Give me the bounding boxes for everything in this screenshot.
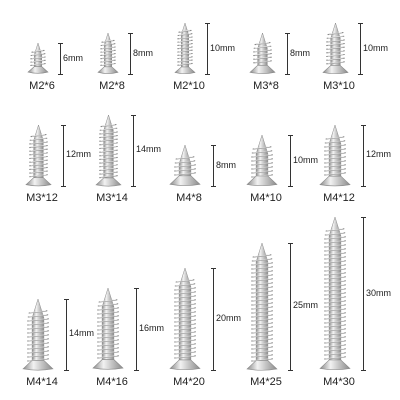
screw-image-m3x12: [24, 123, 52, 187]
dimension-tick: [134, 288, 139, 290]
dimension-line: [213, 268, 214, 370]
length-label: 14mm: [69, 328, 95, 339]
length-label: 6mm: [63, 52, 83, 63]
dimension-tick: [205, 23, 210, 24]
dimension-tick: [288, 186, 293, 187]
dimension-tick: [358, 74, 363, 75]
screw-image-m4x10: [246, 134, 278, 187]
dimension-tick: [361, 217, 366, 218]
screw-image-m2x10: [174, 22, 196, 75]
length-label: 20mm: [216, 313, 242, 323]
size-label: M3*10: [323, 80, 355, 92]
size-label: M4*16: [96, 376, 128, 388]
dimension-tick: [58, 43, 63, 45]
length-label: 30mm: [366, 287, 392, 298]
screw-image-m4x25: [246, 241, 278, 371]
dimension-tick: [128, 74, 133, 75]
dimension-tick: [131, 114, 136, 116]
length-label: 10mm: [293, 154, 319, 165]
screw-image-m2x6: [27, 42, 49, 75]
dimension-tick: [64, 298, 69, 300]
dimension-tick: [58, 74, 63, 75]
dimension-line: [207, 23, 208, 74]
screw-image-m4x20: [169, 267, 201, 371]
length-label: 8mm: [133, 47, 153, 58]
screw-image-m4x8: [169, 144, 201, 187]
screw-image-m3x8: [248, 32, 276, 75]
dimension-tick: [134, 370, 139, 371]
size-label: M4*25: [250, 376, 282, 388]
dimension-line: [287, 33, 288, 74]
dimension-tick: [358, 23, 363, 24]
size-label: M4*8: [176, 192, 202, 204]
dimension-tick: [285, 33, 290, 35]
length-label: 12mm: [366, 149, 392, 160]
size-label: M4*20: [173, 376, 205, 388]
length-label: 14mm: [136, 144, 162, 155]
screw-image-m4x12: [319, 123, 351, 187]
dimension-tick: [361, 186, 366, 187]
screw-image-m3x14: [94, 113, 122, 187]
size-label: M3*14: [96, 192, 128, 204]
dimension-line: [130, 33, 131, 74]
dimension-tick: [285, 74, 290, 75]
dimension-line: [360, 23, 361, 74]
size-label: M4*30: [323, 376, 355, 388]
screw-image-m3x10: [321, 22, 349, 75]
length-label: 25mm: [293, 300, 319, 311]
screw-image-m4x14: [22, 297, 54, 371]
dimension-tick: [288, 370, 293, 371]
size-label: M4*12: [323, 192, 355, 204]
length-label: 16mm: [139, 323, 165, 334]
dimension-line: [363, 124, 364, 186]
dimension-tick: [211, 370, 216, 371]
dimension-line: [60, 43, 61, 74]
dimension-line: [66, 298, 67, 370]
dimension-tick: [211, 145, 216, 147]
dimension-tick: [128, 33, 133, 35]
dimension-tick: [61, 186, 66, 187]
length-label: 8mm: [216, 159, 236, 170]
dimension-tick: [211, 268, 216, 269]
size-label: M2*8: [99, 80, 125, 92]
dimension-line: [133, 114, 134, 186]
dimension-tick: [288, 135, 293, 136]
dimension-line: [290, 242, 291, 370]
dimension-line: [290, 135, 291, 186]
dimension-tick: [64, 370, 69, 371]
size-label: M4*14: [26, 376, 58, 388]
size-label: M4*10: [250, 192, 282, 204]
length-label: 10mm: [363, 42, 389, 53]
dimension-line: [213, 145, 214, 186]
dimension-tick: [61, 124, 66, 126]
size-label: M2*10: [173, 80, 205, 92]
dimension-tick: [211, 186, 216, 187]
dimension-tick: [131, 186, 136, 187]
dimension-tick: [361, 370, 366, 371]
screw-image-m4x16: [92, 287, 124, 371]
length-label: 12mm: [66, 149, 92, 160]
dimension-tick: [361, 124, 366, 126]
dimension-tick: [288, 242, 293, 244]
length-label: 10mm: [210, 42, 236, 53]
screw-image-m2x8: [97, 32, 119, 75]
size-label: M3*12: [26, 192, 58, 204]
size-label: M3*8: [253, 80, 279, 92]
dimension-line: [136, 288, 137, 370]
dimension-line: [363, 217, 364, 370]
screw-image-m4x30: [319, 216, 351, 371]
dimension-line: [63, 124, 64, 186]
size-label: M2*6: [29, 80, 55, 92]
length-label: 8mm: [290, 47, 310, 58]
dimension-tick: [205, 74, 210, 75]
